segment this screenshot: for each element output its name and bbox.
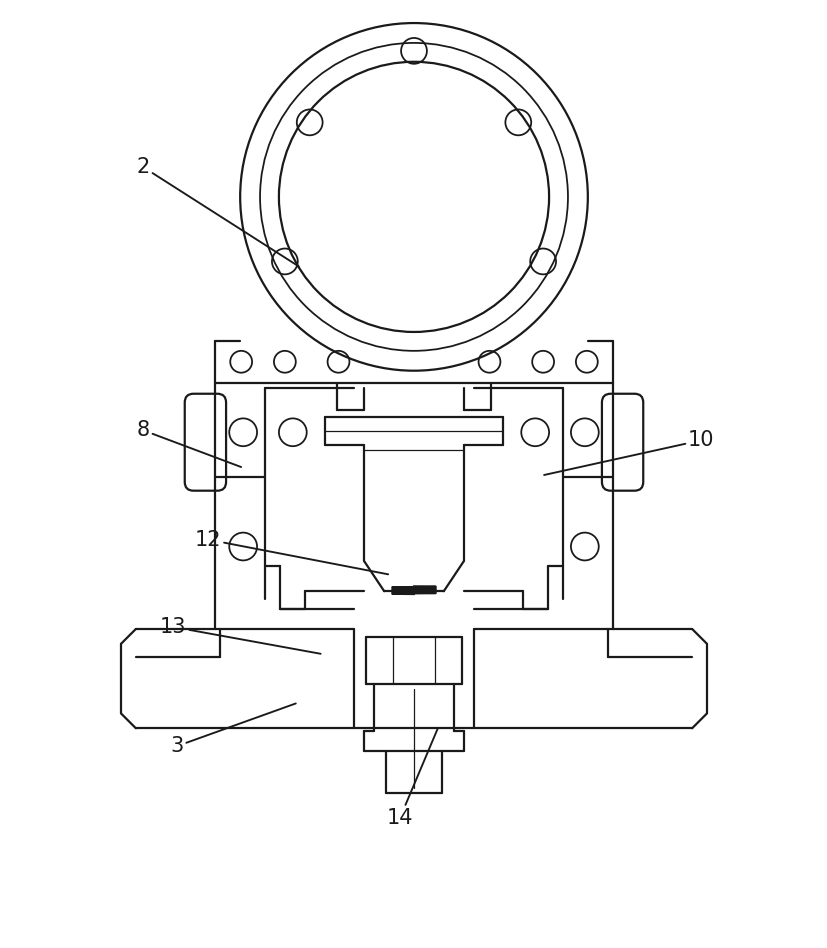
Text: 10: 10 <box>544 430 715 475</box>
Text: 8: 8 <box>136 420 241 467</box>
Text: 13: 13 <box>160 617 321 654</box>
Text: 12: 12 <box>195 530 388 574</box>
Text: 3: 3 <box>170 703 296 757</box>
Text: 2: 2 <box>136 157 299 266</box>
Text: 14: 14 <box>387 728 437 828</box>
